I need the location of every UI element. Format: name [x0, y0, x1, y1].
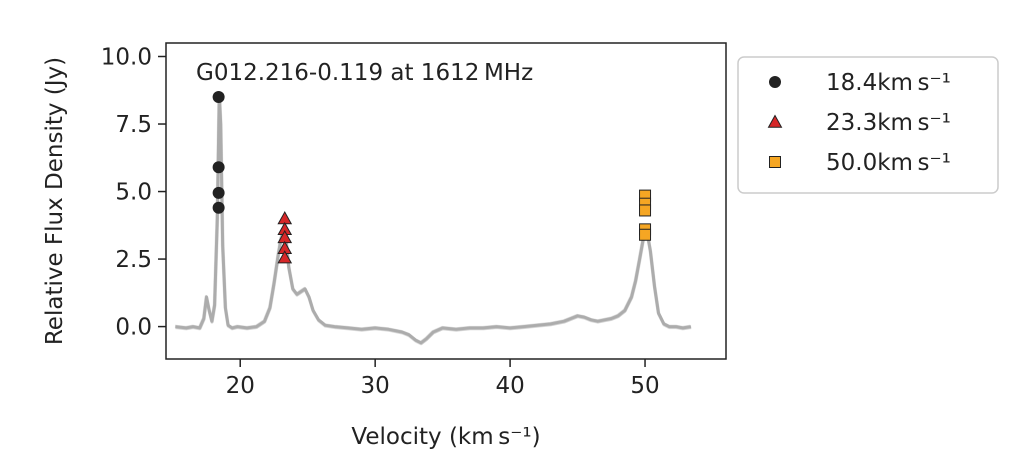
y-axis-ticks: 0.0 2.5 5.0 7.5 10.0 — [101, 45, 166, 341]
spectrum-line — [174, 92, 691, 344]
legend-label-2: 23.3km s⁻¹ — [826, 110, 951, 136]
legend: 18.4km s⁻¹ 23.3km s⁻¹ 50.0km s⁻¹ — [737, 56, 999, 194]
data-point-series-1 — [212, 91, 225, 104]
legend-marker-3 — [769, 156, 781, 168]
spectrum-line — [175, 92, 692, 345]
spectrum-traces — [174, 92, 692, 346]
y-tick-label: 2.5 — [115, 247, 152, 273]
x-tick-label: 50 — [630, 373, 659, 399]
x-tick-label: 30 — [361, 373, 390, 399]
x-tick-label: 40 — [495, 373, 524, 399]
spectrum-line — [175, 93, 692, 346]
y-tick-label: 7.5 — [115, 112, 152, 138]
data-markers — [212, 91, 652, 264]
legend-label-3: 50.0km s⁻¹ — [826, 150, 951, 176]
data-point-series-3 — [639, 204, 652, 217]
plot-area-frame — [165, 42, 727, 360]
legend-marker-1 — [769, 76, 781, 88]
spectrum-line — [175, 93, 692, 345]
y-tick-label: 0.0 — [115, 315, 152, 341]
legend-marker-2 — [767, 114, 783, 128]
y-tick-label: 10.0 — [101, 45, 152, 71]
x-axis-title: Velocity (km s⁻¹) — [351, 424, 540, 450]
y-tick-label: 5.0 — [115, 180, 152, 206]
x-tick-label: 20 — [226, 373, 255, 399]
data-point-series-1 — [212, 201, 225, 214]
data-point-series-2 — [277, 250, 293, 264]
data-point-series-3 — [639, 228, 652, 241]
chart-title: G012.216-0.119 at 1612 MHz — [196, 60, 533, 86]
y-axis-title: Relative Flux Density (Jy) — [42, 57, 68, 345]
data-point-series-1 — [212, 186, 225, 199]
legend-box — [737, 56, 999, 194]
data-point-series-1 — [212, 161, 225, 174]
legend-label-1: 18.4km s⁻¹ — [826, 70, 951, 96]
x-axis-ticks: 20 30 40 50 — [226, 359, 660, 399]
